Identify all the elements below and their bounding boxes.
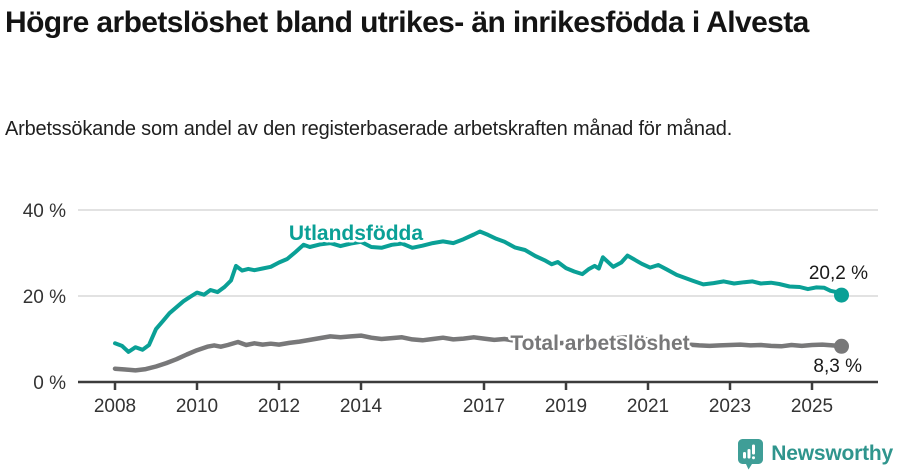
chart-subtitle: Arbetssökande som andel av den registerb… — [5, 118, 733, 140]
x-tick-label-2019: 2019 — [545, 396, 587, 417]
page-title: Högre arbetslöshet bland utrikes- än inr… — [5, 6, 809, 39]
series-label-utlandsfodda: Utlandsfödda — [289, 222, 423, 245]
x-tick-label-2023: 2023 — [709, 396, 751, 417]
y-axis-labels: 0 % 20 % 40 % — [23, 201, 66, 394]
newsworthy-branding[interactable]: Newsworthy — [737, 438, 893, 470]
series-end-dot-total — [834, 338, 849, 354]
series-end-dot-utlandsfodda — [834, 287, 849, 303]
x-tick-marks — [113, 382, 814, 390]
x-tick-label-2014: 2014 — [340, 396, 383, 417]
bar-chart-speech-bubble-icon — [738, 439, 764, 470]
end-value-utlandsfodda: 20,2 % — [809, 263, 868, 284]
x-axis-labels: 2008 2010 2012 2014 2017 2019 2021 2023 2025 — [94, 396, 833, 417]
y-tick-label-40: 40 % — [23, 201, 66, 222]
x-tick-label-2008: 2008 — [94, 396, 136, 417]
x-tick-label-2010: 2010 — [176, 396, 218, 417]
y-tick-label-20: 20 % — [23, 287, 66, 308]
series-line-utlandsfodda — [113, 229, 844, 354]
x-tick-label-2021: 2021 — [627, 396, 669, 417]
brand-name: Newsworthy — [771, 442, 893, 465]
series-line-total — [112, 333, 844, 373]
x-tick-label-2017: 2017 — [463, 396, 505, 417]
end-value-total: 8,3 % — [813, 356, 862, 377]
x-tick-label-2025: 2025 — [791, 396, 833, 417]
x-tick-label-2012: 2012 — [258, 396, 300, 417]
y-tick-label-0: 0 % — [33, 373, 66, 394]
series-label-total: Total arbetslöshet — [510, 332, 689, 355]
